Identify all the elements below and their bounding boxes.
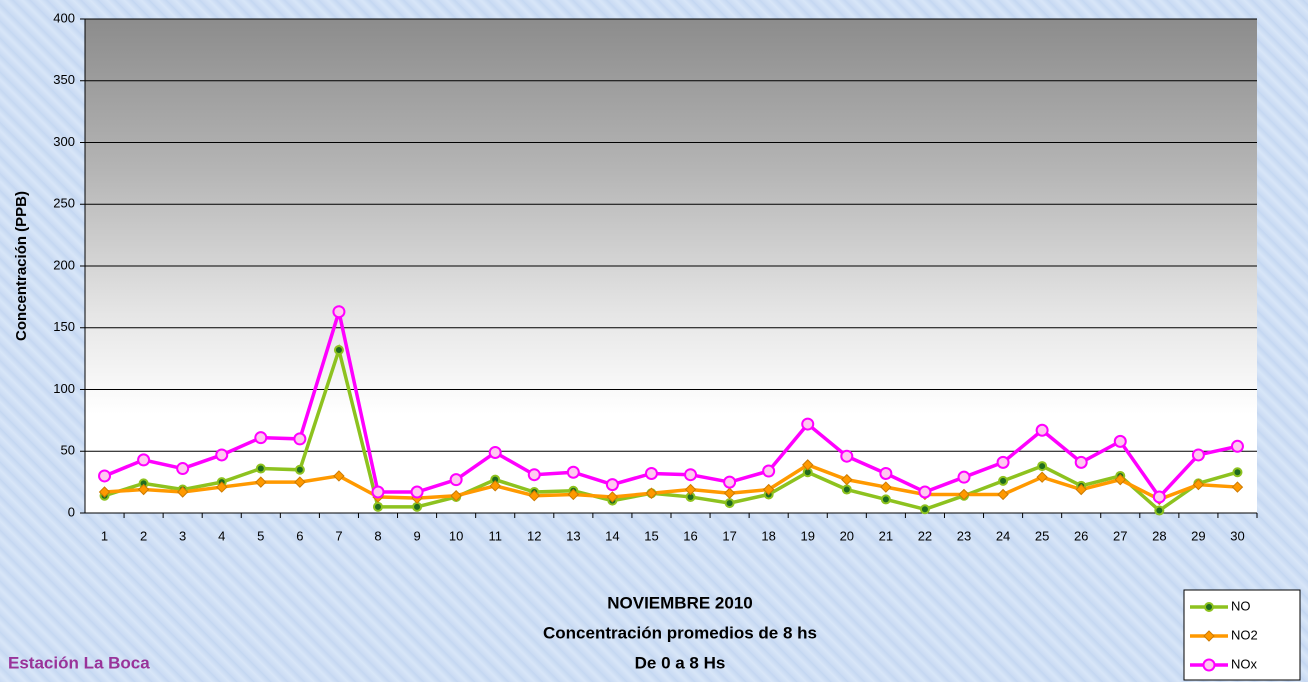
marker	[294, 433, 305, 444]
x-tick-label: 22	[918, 528, 932, 543]
x-tick-label: 29	[1191, 528, 1205, 543]
marker	[1155, 507, 1163, 515]
y-tick-label: 350	[53, 72, 75, 87]
marker	[216, 449, 227, 460]
marker	[998, 457, 1009, 468]
x-tick-label: 26	[1074, 528, 1088, 543]
y-tick-label: 0	[68, 504, 75, 519]
marker	[726, 499, 734, 507]
marker	[568, 467, 579, 478]
marker	[880, 468, 891, 479]
marker	[99, 470, 110, 481]
x-tick-label: 15	[644, 528, 658, 543]
marker	[802, 419, 813, 430]
x-tick-label: 4	[218, 528, 225, 543]
x-tick-label: 20	[840, 528, 854, 543]
marker	[1038, 462, 1046, 470]
legend-marker	[1205, 603, 1213, 611]
y-tick-label: 100	[53, 381, 75, 396]
marker	[607, 479, 618, 490]
x-tick-label: 19	[800, 528, 814, 543]
x-tick-label: 3	[179, 528, 186, 543]
marker	[413, 503, 421, 511]
marker	[451, 474, 462, 485]
x-tick-label: 13	[566, 528, 580, 543]
marker	[1115, 436, 1126, 447]
y-tick-label: 150	[53, 319, 75, 334]
chart-title: NOVIEMBRE 2010	[607, 593, 753, 612]
marker	[373, 487, 384, 498]
x-tick-label: 21	[879, 528, 893, 543]
marker	[490, 447, 501, 458]
marker	[999, 477, 1007, 485]
x-tick-label: 10	[449, 528, 463, 543]
y-tick-label: 50	[61, 443, 75, 458]
marker	[374, 503, 382, 511]
x-tick-label: 30	[1230, 528, 1244, 543]
y-tick-label: 250	[53, 196, 75, 211]
x-tick-label: 12	[527, 528, 541, 543]
chart: NOVIEMBRE 2010 Concentración promedios d…	[0, 0, 1308, 682]
legend-label: NOx	[1231, 656, 1258, 671]
marker	[1076, 457, 1087, 468]
y-axis-label: Concentración (PPB)	[13, 191, 30, 341]
y-tick-label: 300	[53, 134, 75, 149]
x-tick-label: 11	[488, 528, 502, 543]
marker	[1232, 441, 1243, 452]
marker	[1233, 468, 1241, 476]
y-tick-label: 400	[53, 10, 75, 25]
marker	[1037, 425, 1048, 436]
x-tick-label: 9	[413, 528, 420, 543]
marker	[296, 466, 304, 474]
x-tick-label: 17	[722, 528, 736, 543]
marker	[841, 451, 852, 462]
chart-subtitle: De 0 a 8 Hs	[635, 653, 726, 672]
page: NOVIEMBRE 2010 Concentración promedios d…	[0, 0, 1308, 682]
marker	[529, 469, 540, 480]
x-tick-label: 7	[335, 528, 342, 543]
x-tick-label: 28	[1152, 528, 1166, 543]
marker	[257, 465, 265, 473]
x-tick-label: 16	[683, 528, 697, 543]
x-tick-label: 25	[1035, 528, 1049, 543]
x-tick-label: 5	[257, 528, 264, 543]
x-tick-label: 6	[296, 528, 303, 543]
marker	[724, 477, 735, 488]
marker	[646, 468, 657, 479]
x-tick-label: 27	[1113, 528, 1127, 543]
marker	[921, 505, 929, 513]
x-tick-label: 2	[140, 528, 147, 543]
marker	[843, 486, 851, 494]
legend-marker	[1204, 660, 1215, 671]
marker	[882, 495, 890, 503]
x-tick-label: 14	[605, 528, 619, 543]
station-label: Estación La Boca	[8, 653, 150, 672]
marker	[138, 454, 149, 465]
y-tick-label: 200	[53, 257, 75, 272]
marker	[255, 432, 266, 443]
marker	[685, 469, 696, 480]
chart-subtitle: Concentración promedios de 8 hs	[543, 623, 817, 642]
marker	[1193, 449, 1204, 460]
x-tick-label: 18	[761, 528, 775, 543]
marker	[333, 306, 344, 317]
x-tick-label: 1	[101, 528, 108, 543]
legend-label: NO2	[1231, 627, 1258, 642]
marker	[763, 466, 774, 477]
marker	[919, 487, 930, 498]
marker	[335, 346, 343, 354]
legend-label: NO	[1231, 598, 1251, 613]
x-tick-label: 8	[374, 528, 381, 543]
x-tick-label: 24	[996, 528, 1010, 543]
marker	[959, 472, 970, 483]
x-tick-label: 23	[957, 528, 971, 543]
marker	[177, 463, 188, 474]
marker	[1154, 491, 1165, 502]
marker	[412, 487, 423, 498]
